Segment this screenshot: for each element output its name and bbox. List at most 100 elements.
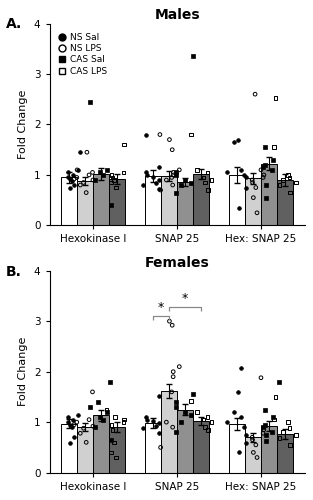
Point: [177, 362, 182, 370]
Point: [273, 393, 278, 401]
Point: [174, 403, 179, 411]
Point: [194, 166, 199, 174]
Point: [145, 171, 150, 179]
Point: [178, 181, 183, 189]
Point: [110, 174, 115, 182]
Point: [75, 410, 80, 418]
Point: [262, 406, 267, 413]
Point: [72, 420, 77, 428]
Point: [280, 176, 285, 184]
Point: [97, 168, 102, 176]
Point: [144, 413, 149, 421]
Point: [287, 188, 292, 196]
Point: [109, 201, 114, 209]
Point: [224, 418, 229, 426]
Bar: [145, 423, 161, 472]
Text: A.: A.: [6, 18, 23, 32]
Point: [269, 428, 275, 436]
Point: [237, 204, 242, 212]
Point: [110, 426, 115, 434]
Point: [254, 454, 259, 462]
Bar: [161, 391, 177, 472]
Point: [97, 413, 102, 421]
Point: [84, 438, 89, 446]
Bar: [229, 175, 245, 226]
Bar: [61, 424, 77, 472]
Point: [114, 184, 119, 192]
Point: [70, 416, 75, 424]
Point: [151, 417, 156, 425]
Bar: [109, 427, 125, 472]
Point: [101, 171, 106, 179]
Point: [261, 426, 266, 434]
Point: [238, 364, 243, 372]
Point: [189, 130, 194, 138]
Title: Females: Females: [145, 256, 209, 270]
Point: [72, 434, 77, 442]
Point: [174, 398, 179, 406]
Point: [104, 406, 109, 413]
Point: [294, 178, 299, 186]
Point: [170, 181, 175, 189]
Point: [121, 418, 126, 426]
Point: [121, 168, 126, 176]
Point: [259, 166, 264, 174]
Point: [169, 388, 174, 396]
Point: [239, 166, 244, 174]
Point: [158, 444, 163, 452]
Point: [259, 374, 264, 382]
Title: Males: Males: [154, 8, 200, 22]
Point: [74, 166, 80, 174]
Point: [157, 130, 162, 138]
Point: [69, 423, 74, 431]
Point: [174, 168, 179, 176]
Point: [101, 416, 106, 424]
Point: [272, 143, 277, 151]
Point: [112, 438, 117, 446]
Point: [156, 176, 161, 184]
Point: [93, 423, 98, 431]
Point: [121, 416, 126, 424]
Point: [140, 424, 145, 432]
Point: [287, 174, 292, 182]
Point: [108, 178, 113, 186]
Point: [244, 440, 249, 448]
Point: [261, 174, 266, 182]
Point: [235, 388, 240, 396]
Point: [253, 90, 258, 98]
Point: [253, 441, 258, 449]
Point: [169, 174, 174, 182]
Point: [287, 424, 292, 432]
Bar: [77, 181, 93, 226]
Point: [154, 422, 159, 430]
Point: [78, 430, 83, 438]
Point: [260, 164, 265, 172]
Point: [75, 166, 80, 174]
Point: [65, 413, 70, 421]
Point: [264, 181, 269, 189]
Point: [261, 171, 266, 179]
Point: [157, 185, 162, 193]
Point: [88, 403, 93, 411]
Bar: [277, 434, 293, 472]
Point: [105, 166, 110, 174]
Point: [65, 168, 70, 176]
Point: [72, 175, 77, 183]
Point: [108, 378, 113, 386]
Point: [287, 441, 292, 449]
Point: [194, 408, 199, 416]
Bar: [245, 438, 261, 472]
Point: [167, 317, 172, 325]
Point: [114, 454, 119, 462]
Point: [65, 174, 70, 182]
Bar: [193, 420, 209, 472]
Point: [112, 176, 117, 184]
Point: [105, 408, 110, 416]
Point: [232, 138, 237, 146]
Bar: [245, 178, 261, 226]
Bar: [261, 426, 277, 472]
Point: [261, 430, 266, 438]
Bar: [261, 164, 277, 226]
Point: [84, 188, 89, 196]
Point: [154, 178, 159, 186]
